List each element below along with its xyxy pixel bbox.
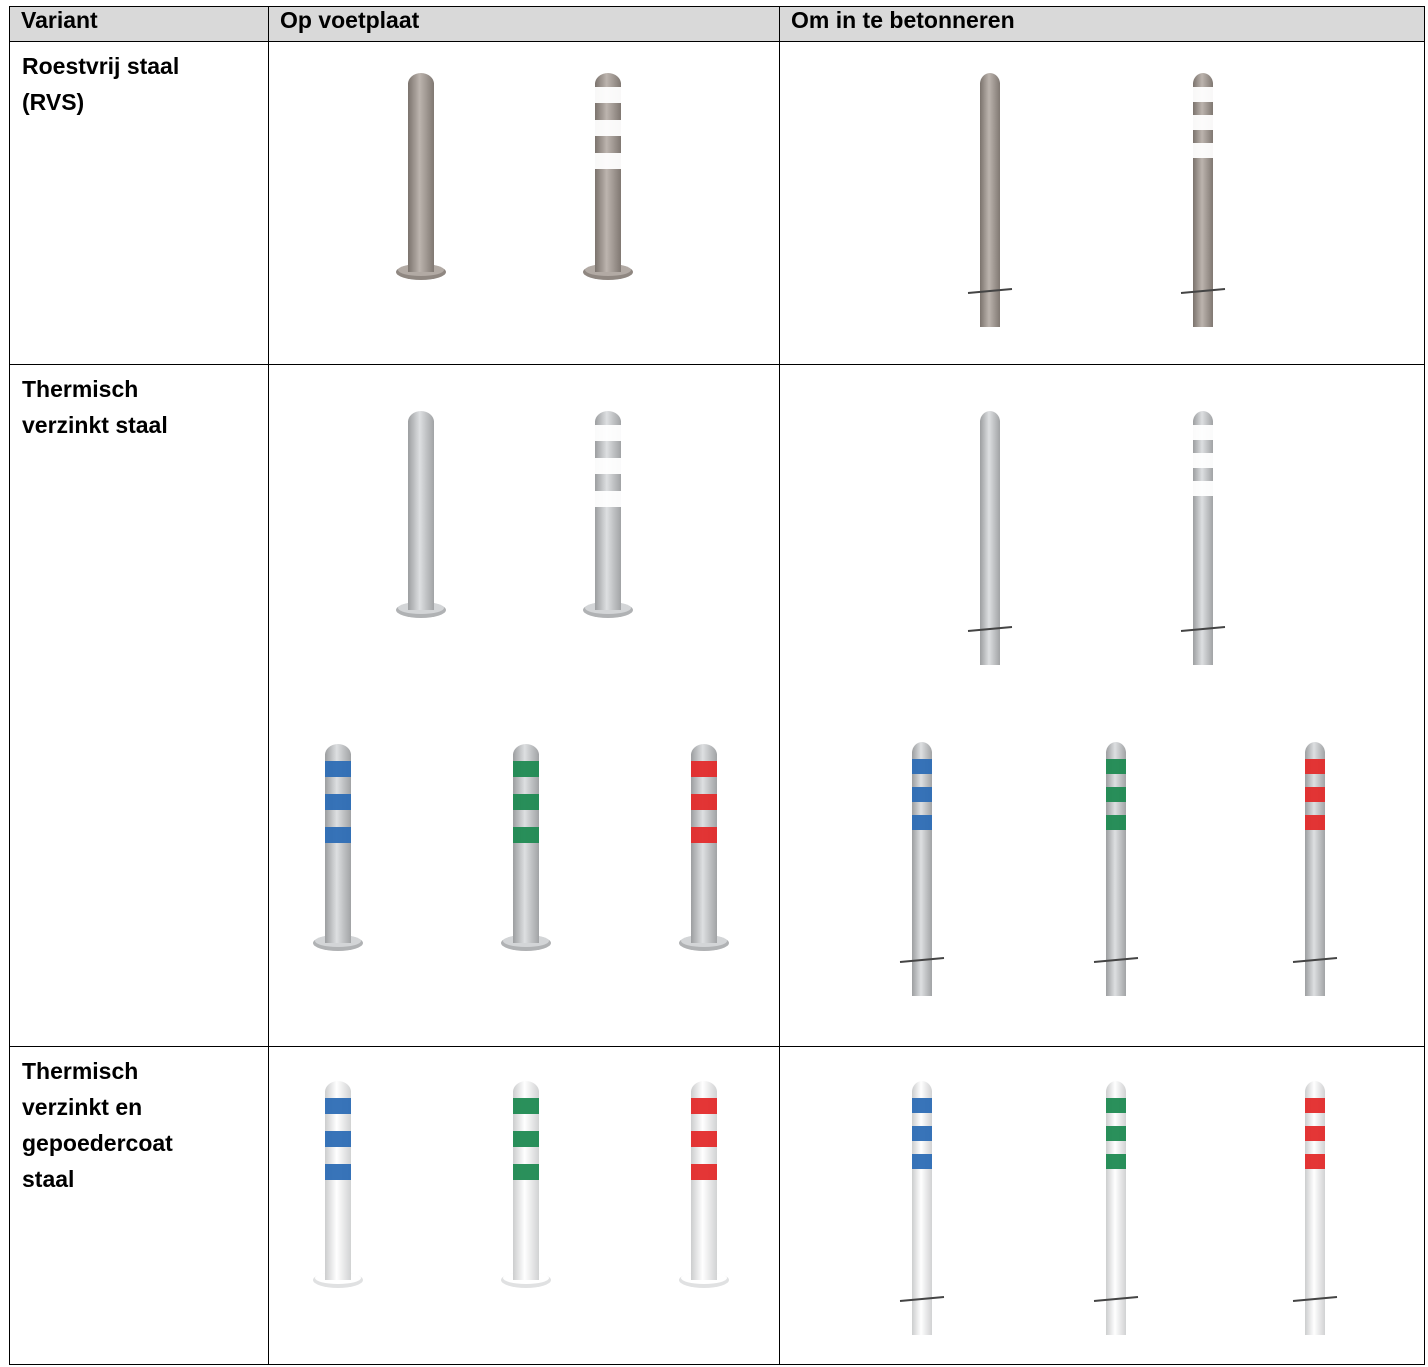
variant-line: Thermisch [22,376,139,402]
header-op-voetplaat: Op voetplaat [268,6,780,42]
bollard-image [496,740,556,953]
bollard-image [674,740,734,953]
header-om-in-te-betonneren: Om in te betonneren [779,6,1425,42]
bollard-image [308,1077,368,1290]
bollard-image [391,407,451,620]
bollard-image [1086,1077,1146,1339]
variant-label-verzinkt: Thermisch verzinkt staal [9,364,269,1047]
row-gepoedercoat: Thermisch verzinkt en gepoedercoat staal [9,1046,1425,1365]
bollard-image [308,740,368,953]
bollard-image [1173,407,1233,669]
bollard-image [960,407,1020,669]
cell-gepoedercoat-betonneren [779,1046,1425,1365]
variant-line: (RVS) [22,89,85,115]
cell-verzinkt-voetplaat [268,364,780,1047]
variant-label-rvs: Roestvrij staal (RVS) [9,41,269,365]
bollard-image [496,1077,556,1290]
variant-line: verzinkt staal [22,412,168,438]
header-variant: Variant [9,6,269,42]
bollard-image [892,1077,952,1339]
bollard-image [892,738,952,1000]
bollard-image [1285,1077,1345,1339]
variant-line: verzinkt en [22,1094,143,1120]
bollard-variants-table: Variant Op voetplaat Om in te betonneren… [9,6,1425,1365]
bollard-image [1086,738,1146,1000]
variant-line: Thermisch [22,1058,139,1084]
row-verzinkt: Thermisch verzinkt staal [9,364,1425,1047]
bollard-image [1285,738,1345,1000]
bollard-image [578,69,638,282]
bollard-image [1173,69,1233,331]
cell-verzinkt-betonneren [779,364,1425,1047]
cell-rvs-betonneren [779,41,1425,365]
cell-gepoedercoat-voetplaat [268,1046,780,1365]
bollard-image [578,407,638,620]
row-rvs: Roestvrij staal (RVS) [9,41,1425,365]
cell-rvs-voetplaat [268,41,780,365]
bollard-image [674,1077,734,1290]
variant-line: Roestvrij staal [22,53,180,79]
variant-line: gepoedercoat [22,1130,173,1156]
bollard-image [960,69,1020,331]
header-row: Variant Op voetplaat Om in te betonneren [9,6,1425,42]
bollard-image [391,69,451,282]
variant-line: staal [22,1166,75,1192]
variant-label-gepoedercoat: Thermisch verzinkt en gepoedercoat staal [9,1046,269,1365]
